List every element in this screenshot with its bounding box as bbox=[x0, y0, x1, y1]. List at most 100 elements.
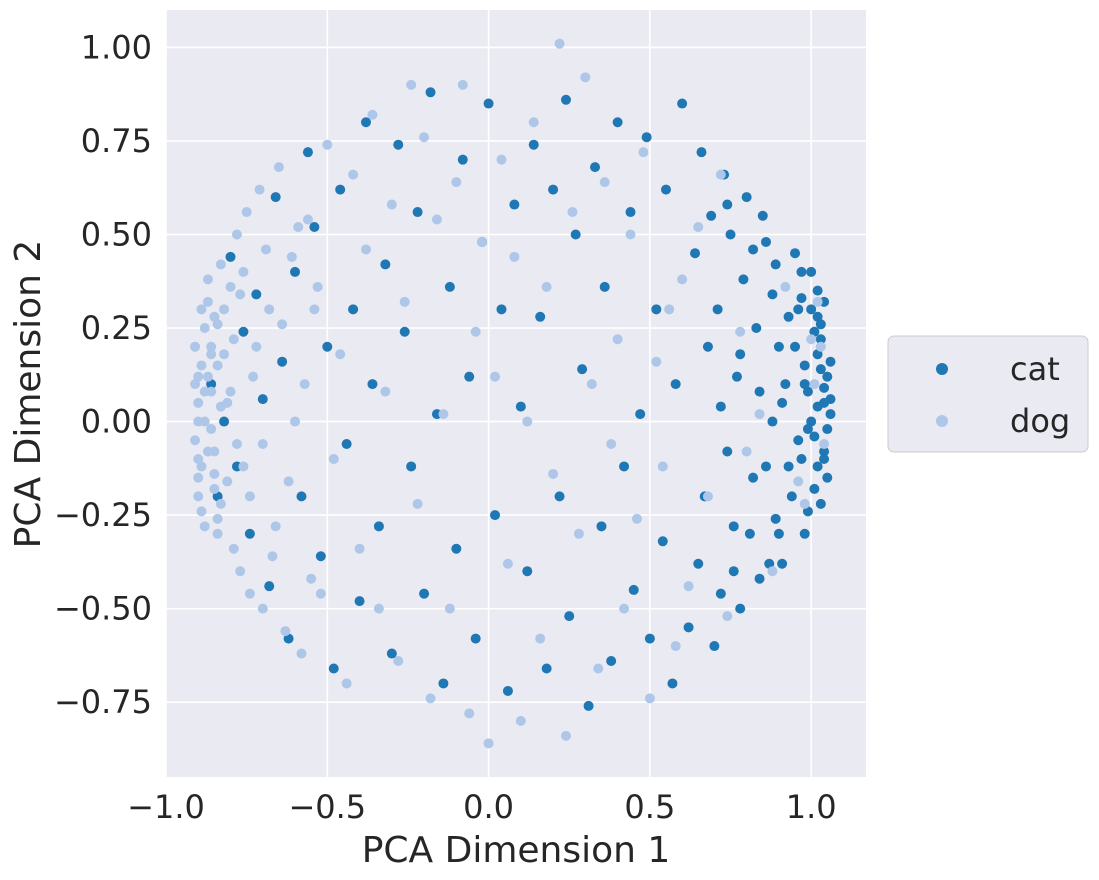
point-cat bbox=[464, 371, 475, 382]
point-cat bbox=[825, 356, 836, 367]
point-dog bbox=[644, 693, 655, 704]
point-dog bbox=[393, 656, 404, 667]
point-cat bbox=[490, 510, 501, 521]
legend-label-cat: cat bbox=[1010, 350, 1060, 388]
point-dog bbox=[199, 386, 210, 397]
point-dog bbox=[451, 177, 462, 188]
point-dog bbox=[231, 229, 242, 240]
point-dog bbox=[812, 296, 823, 307]
point-dog bbox=[202, 296, 213, 307]
point-cat bbox=[715, 588, 726, 599]
point-dog bbox=[206, 341, 217, 352]
point-cat bbox=[341, 439, 352, 450]
y-tick-label: 0.25 bbox=[81, 309, 152, 347]
point-cat bbox=[693, 558, 704, 569]
point-dog bbox=[670, 641, 681, 652]
point-cat bbox=[767, 416, 778, 427]
point-cat bbox=[561, 94, 571, 105]
point-cat bbox=[802, 506, 813, 517]
point-dog bbox=[193, 453, 204, 464]
point-dog bbox=[561, 730, 571, 741]
point-dog bbox=[257, 603, 268, 614]
legend-label-dog: dog bbox=[1010, 402, 1070, 440]
point-dog bbox=[502, 558, 513, 569]
point-dog bbox=[664, 304, 675, 315]
point-cat bbox=[709, 641, 720, 652]
point-cat bbox=[438, 678, 449, 689]
point-dog bbox=[419, 132, 430, 143]
point-dog bbox=[386, 199, 397, 210]
point-dog bbox=[212, 513, 223, 524]
point-dog bbox=[235, 566, 246, 577]
x-tick-label: 1.0 bbox=[786, 788, 837, 826]
y-tick-label: 1.00 bbox=[81, 28, 152, 66]
x-tick-label: −1.0 bbox=[127, 788, 205, 826]
point-dog bbox=[767, 566, 778, 577]
point-dog bbox=[477, 236, 488, 247]
point-dog bbox=[244, 588, 255, 599]
point-cat bbox=[799, 528, 810, 539]
point-dog bbox=[202, 446, 213, 457]
point-cat bbox=[806, 304, 817, 315]
point-dog bbox=[515, 715, 526, 726]
point-dog bbox=[190, 341, 201, 352]
point-dog bbox=[286, 251, 297, 262]
legend-marker-cat bbox=[936, 363, 948, 375]
point-dog bbox=[335, 349, 346, 360]
point-cat bbox=[802, 424, 813, 435]
point-cat bbox=[596, 521, 607, 532]
point-cat bbox=[641, 132, 652, 143]
point-cat bbox=[715, 401, 726, 412]
point-cat bbox=[483, 98, 494, 109]
point-cat bbox=[683, 622, 694, 633]
point-cat bbox=[361, 117, 371, 128]
point-dog bbox=[190, 379, 201, 390]
series-dog bbox=[190, 38, 830, 749]
point-cat bbox=[393, 139, 404, 150]
point-cat bbox=[348, 304, 359, 315]
point-cat bbox=[451, 543, 462, 554]
point-dog bbox=[199, 323, 210, 334]
point-dog bbox=[412, 498, 423, 509]
point-dog bbox=[819, 439, 830, 450]
point-cat bbox=[744, 528, 755, 539]
point-cat bbox=[367, 379, 378, 390]
point-dog bbox=[206, 349, 217, 360]
point-cat bbox=[670, 379, 681, 390]
point-dog bbox=[196, 304, 207, 315]
point-dog bbox=[193, 416, 204, 427]
x-tick-label: 0.5 bbox=[624, 788, 675, 826]
point-cat bbox=[257, 394, 268, 405]
point-cat bbox=[328, 663, 339, 674]
point-dog bbox=[677, 274, 688, 285]
y-tick-label: −0.75 bbox=[54, 683, 152, 721]
point-dog bbox=[202, 371, 213, 382]
point-dog bbox=[806, 334, 817, 345]
point-dog bbox=[809, 379, 820, 390]
point-cat bbox=[696, 147, 707, 158]
point-dog bbox=[657, 461, 668, 472]
point-dog bbox=[715, 169, 726, 180]
point-dog bbox=[741, 446, 752, 457]
x-tick-label: 0.0 bbox=[463, 788, 514, 826]
point-cat bbox=[238, 326, 249, 337]
point-dog bbox=[683, 581, 694, 592]
point-dog bbox=[406, 79, 417, 90]
point-dog bbox=[193, 397, 204, 408]
point-dog bbox=[541, 281, 552, 292]
point-dog bbox=[190, 435, 201, 446]
point-cat bbox=[796, 266, 807, 277]
point-dog bbox=[354, 543, 365, 554]
point-cat bbox=[302, 147, 313, 158]
point-cat bbox=[722, 446, 733, 457]
point-dog bbox=[309, 304, 320, 315]
point-dog bbox=[196, 506, 207, 517]
point-cat bbox=[819, 453, 830, 464]
point-cat bbox=[812, 349, 823, 360]
point-cat bbox=[725, 229, 736, 240]
point-cat bbox=[315, 551, 326, 562]
point-cat bbox=[277, 356, 288, 367]
point-cat bbox=[812, 285, 823, 296]
legend: cat dog bbox=[887, 335, 1089, 453]
point-cat bbox=[612, 117, 623, 128]
